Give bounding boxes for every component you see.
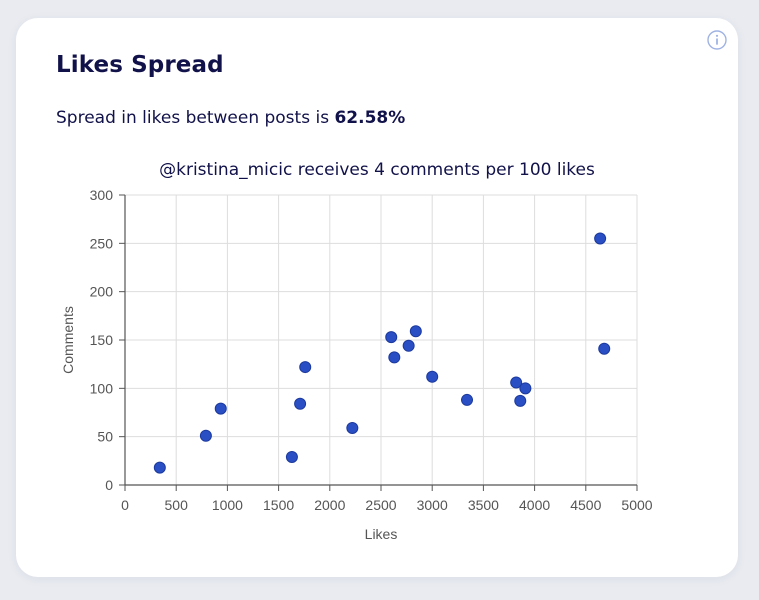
- data-point[interactable]: [461, 393, 474, 406]
- x-tick-label: 1500: [263, 497, 294, 513]
- x-tick-label: 4000: [519, 497, 550, 513]
- data-point[interactable]: [299, 361, 312, 374]
- data-point[interactable]: [199, 429, 212, 442]
- y-tick-label: 100: [90, 380, 114, 396]
- data-point[interactable]: [594, 232, 607, 245]
- y-tick-label: 250: [90, 235, 114, 251]
- data-point[interactable]: [426, 370, 439, 383]
- x-tick-label: 3000: [417, 497, 448, 513]
- data-point[interactable]: [598, 342, 611, 355]
- data-point[interactable]: [294, 397, 307, 410]
- x-tick-label: 500: [165, 497, 189, 513]
- chart-points: [153, 232, 611, 474]
- data-point[interactable]: [214, 402, 227, 415]
- chart-title: @kristina_micic receives 4 comments per …: [159, 160, 595, 180]
- data-point[interactable]: [385, 331, 398, 344]
- x-tick-label: 5000: [621, 497, 652, 513]
- y-tick-label: 300: [90, 187, 114, 203]
- x-tick-label: 3500: [468, 497, 499, 513]
- data-point[interactable]: [388, 351, 401, 364]
- data-point[interactable]: [153, 461, 166, 474]
- chart-tick-labels: 0 500 1000 1500 2000 2500 3000 3500 4000 4500 5000…: [90, 187, 653, 513]
- y-tick-label: 0: [105, 477, 113, 493]
- data-point[interactable]: [285, 450, 298, 463]
- data-point[interactable]: [346, 421, 359, 434]
- spread-percentage: 62.58%: [334, 108, 406, 128]
- x-tick-label: 4500: [570, 497, 601, 513]
- data-point[interactable]: [510, 376, 523, 389]
- data-point[interactable]: [409, 325, 422, 338]
- likes-spread-card: [16, 18, 738, 577]
- y-axis-label: Comments: [60, 306, 76, 374]
- y-tick-label: 150: [90, 332, 114, 348]
- y-tick-label: 50: [97, 429, 113, 445]
- data-point[interactable]: [514, 394, 527, 407]
- spread-summary-label: Spread in likes between posts is: [56, 108, 330, 128]
- data-point[interactable]: [519, 382, 532, 395]
- x-axis-label: Likes: [365, 526, 398, 542]
- x-tick-label: 2500: [365, 497, 396, 513]
- data-point[interactable]: [402, 339, 415, 352]
- chart-gridlines: [125, 194, 638, 485]
- x-tick-label: 2000: [314, 497, 345, 513]
- y-tick-label: 200: [90, 284, 114, 300]
- x-tick-label: 0: [121, 497, 129, 513]
- chart-axes: [119, 194, 638, 491]
- spread-summary: Spread in likes between posts is 62.58%: [56, 108, 405, 128]
- info-circle-icon[interactable]: [707, 30, 727, 50]
- card-title: Likes Spread: [56, 52, 224, 78]
- x-tick-label: 1000: [212, 497, 243, 513]
